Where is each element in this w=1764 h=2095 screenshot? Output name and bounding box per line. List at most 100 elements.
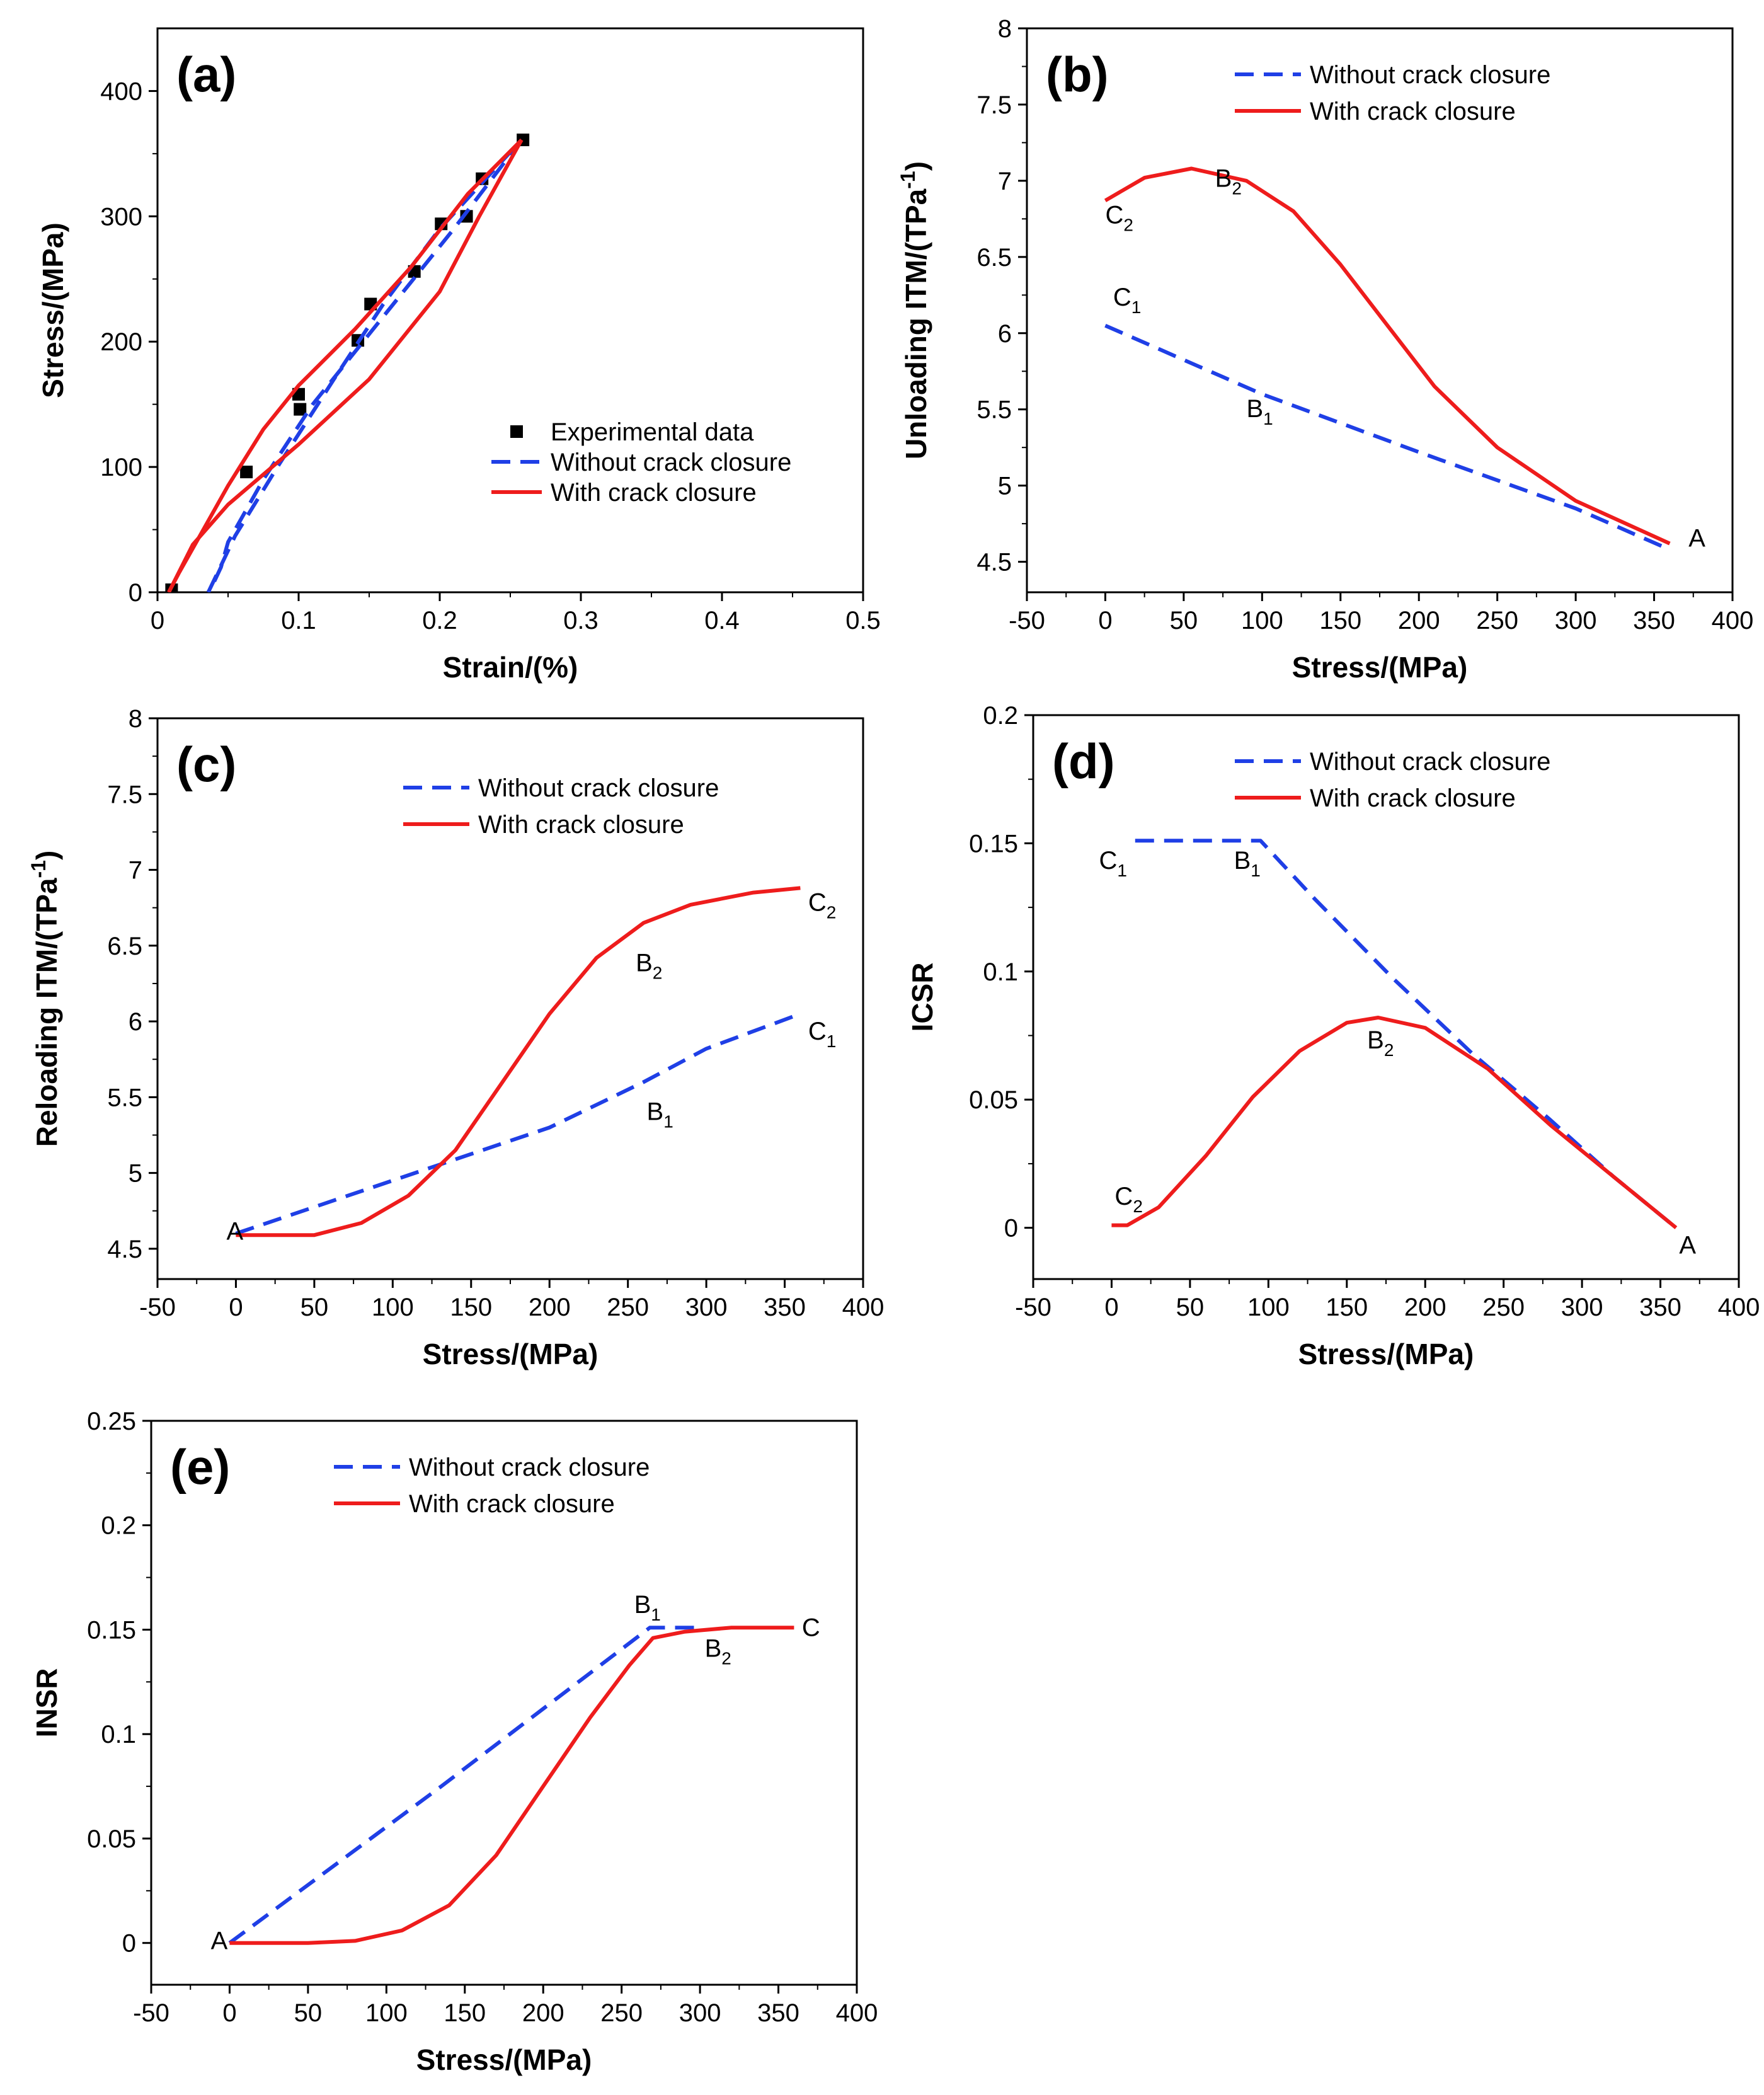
panel-e-y-axis-label-text: INSR (30, 1668, 63, 1738)
panel-e-x-tick-label: 350 (757, 1999, 799, 2027)
panel-b-legend: Without crack closure With crack closure (1235, 61, 1550, 125)
panel-c-x-tick-label: 200 (529, 1294, 571, 1321)
panel-b-annotation-text: A (1688, 524, 1705, 552)
panel-d-x-tick-label: 250 (1482, 1294, 1525, 1321)
panel-b-y-tick-label: 5.5 (976, 396, 1012, 424)
panel-c-data (235, 886, 801, 1237)
panel-d-annotation-text: B (1234, 847, 1251, 875)
panel-b-x-tick-label: 100 (1241, 607, 1283, 634)
panel-b-annotation: C2 (1105, 202, 1133, 235)
panel-b-x-tick-label: 350 (1633, 607, 1675, 634)
panel-d-annotation-subscript: 1 (1117, 861, 1127, 880)
panel-d-legend: Without crack closure With crack closure (1235, 748, 1550, 812)
panel-c-x-tick-label: 150 (450, 1294, 492, 1321)
panel-e-y-tick-label: 0 (122, 1930, 136, 1958)
panel-a-data (165, 134, 530, 592)
panel-c-x-tick-label: -50 (139, 1294, 176, 1321)
panel-c-annotation-text: C (808, 1018, 827, 1045)
panel-b-x-tick-label: -50 (1009, 607, 1045, 634)
panel-d-y-tick-label: 0.15 (969, 830, 1018, 858)
panel-c-y-tick-label: 5.5 (107, 1084, 142, 1111)
panel-e-annotation-text: A (211, 1927, 228, 1955)
panel-e-y-tick-label: 0.2 (101, 1512, 136, 1540)
panel-e-annotation: C (802, 1614, 820, 1641)
panel-e-x-tick-label: 200 (522, 1999, 564, 2027)
panel-b-y-tick-label: 7 (998, 168, 1012, 195)
panel-c-y-tick-label: 7 (129, 857, 142, 885)
panel-d-y-tick-label: 0.05 (969, 1086, 1018, 1114)
panel-b-label: (b) (1046, 47, 1109, 102)
panel-c-y-axis-label: Reloading ITM/(TPa-1) (27, 851, 63, 1147)
panel-e-y-axis-label: INSR (30, 1668, 63, 1738)
panel-e-x-tick-label: 400 (836, 1999, 878, 2027)
panel-d-y-tick-label: 0.2 (983, 702, 1018, 730)
panel-a-x-tick-label: 0.3 (563, 607, 598, 634)
panel-b-x-axis-label: Stress/(MPa) (1292, 651, 1468, 684)
panel-e-annotation-subscript: 2 (721, 1649, 731, 1668)
legend-label: With crack closure (1310, 784, 1516, 812)
panel-c-y-axis-label-superscript: -1 (27, 860, 50, 878)
panel-c-annotation-text: A (227, 1217, 244, 1245)
panel-a-y-tick-label: 100 (100, 454, 142, 481)
panel-c-y-tick-label: 5 (129, 1160, 142, 1188)
panel-b-series-with-crack-closure (1104, 166, 1671, 546)
panel-d-annotation-text: C (1099, 847, 1118, 875)
panel-a: 0 0.1 0.2 0.3 0.4 0.5 0 100 200 300 400 Strain/(%) S… (37, 27, 881, 684)
panel-a-series-without-crack-closure (206, 138, 524, 592)
panel-a-label: (a) (176, 47, 236, 102)
panel-b-y-axis-label: Unloading ITM/(TPa-1) (896, 161, 932, 459)
panel-a-x-axis-label: Strain/(%) (443, 651, 578, 684)
panel-b-y-tick-label: 5 (998, 473, 1012, 500)
legend-label: With crack closure (478, 811, 684, 839)
panel-e-data (228, 1626, 794, 1945)
panel-b-x-tick-label: 250 (1476, 607, 1518, 634)
panel-e-label: (e) (170, 1439, 230, 1495)
panel-e-x-axis-label: Stress/(MPa) (416, 2043, 592, 2076)
panel-a-x-tick-label: 0.2 (422, 607, 457, 634)
panel-c-x-tick-label: 300 (685, 1294, 728, 1321)
legend-label: Experimental data (551, 418, 754, 446)
panel-b-x-tick-label: 200 (1398, 607, 1440, 634)
panel-d-annotation: B2 (1367, 1026, 1394, 1060)
legend-label: With crack closure (1310, 98, 1516, 125)
panel-b-annotation-subscript: 2 (1232, 179, 1242, 198)
panel-c-annotation: C2 (808, 888, 836, 922)
legend-label: Without crack closure (551, 449, 791, 476)
panel-d-y-axis-label: ICSR (906, 963, 939, 1032)
panel-b-annotation-subscript: 1 (1263, 409, 1273, 428)
panel-d-annotation-subscript: 2 (1384, 1040, 1394, 1060)
panel-b-y-axis-label-superscript: -1 (896, 171, 919, 188)
panel-b-annotation: B2 (1215, 165, 1242, 198)
panel-e-annotation: A (211, 1927, 228, 1955)
panel-d-x-axis-label: Stress/(MPa) (1298, 1338, 1474, 1370)
panel-e-x-tick-label: 50 (294, 1999, 323, 2027)
panel-a-y-axis-label-text: Stress/(MPa) (37, 222, 69, 398)
panel-e-series-without-crack-closure (228, 1626, 701, 1945)
panel-d-annotation-text: C (1114, 1183, 1133, 1210)
panel-a-x-tick-label: 0.5 (845, 607, 881, 634)
panel-b-x-tick-label: 300 (1555, 607, 1597, 634)
panel-c-annotation: B2 (636, 950, 662, 983)
panel-b-x-tick-label: 50 (1170, 607, 1198, 634)
panel-b-annotation: A (1688, 524, 1705, 552)
panel-e: -50 0 50 100 150 200 250 300 350 400 0 0.05 0.1 0.15 0… (30, 1408, 878, 2076)
panel-a-series-with-crack-closure (167, 139, 524, 592)
panel-b-annotation-subscript: 1 (1131, 297, 1142, 317)
panel-c-x-tick-label: 50 (301, 1294, 329, 1321)
panel-d-annotation: B1 (1234, 847, 1261, 880)
panel-d-y-axis-label-text: ICSR (906, 963, 939, 1032)
legend-label: With crack closure (409, 1490, 615, 1518)
panel-c-x-tick-label: 350 (764, 1294, 806, 1321)
panel-b-y-tick-label: 7.5 (976, 91, 1012, 119)
panel-d-x-tick-label: 350 (1639, 1294, 1681, 1321)
panel-e-y-tick-label: 0.15 (87, 1616, 136, 1644)
panel-c-x-axis-label: Stress/(MPa) (423, 1338, 598, 1370)
legend-label: Without crack closure (409, 1454, 650, 1481)
panel-e-y-tick-label: 0.1 (101, 1721, 136, 1748)
panel-c-label: (c) (176, 737, 236, 792)
panel-d-x-tick-label: 400 (1718, 1294, 1760, 1321)
panel-a-y-tick-label: 400 (100, 77, 142, 105)
panel-d-x-tick-label: 300 (1561, 1294, 1603, 1321)
panel-d-annotation-subscript: 2 (1133, 1197, 1143, 1216)
